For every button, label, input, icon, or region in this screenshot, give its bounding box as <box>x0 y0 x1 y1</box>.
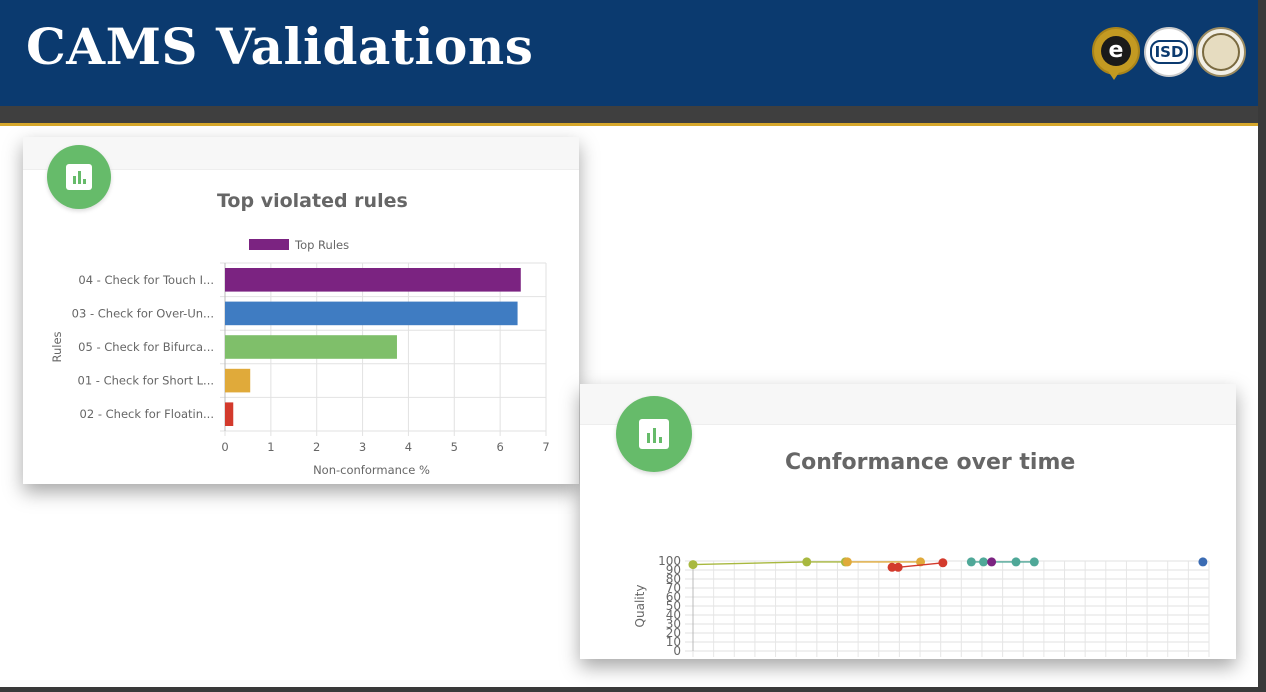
bar <box>225 268 521 292</box>
y-axis-label: Quality <box>633 585 647 628</box>
x-tick-label: 6 <box>496 440 503 454</box>
data-point <box>893 562 903 572</box>
page-title: CAMS Validations <box>26 17 534 76</box>
chart-title: Conformance over time <box>785 450 1076 475</box>
x-tick-label: 7 <box>542 440 549 454</box>
bar <box>225 301 518 326</box>
y-tick-label: 60 <box>666 590 681 604</box>
data-point <box>688 560 698 570</box>
window-edge <box>1258 0 1266 692</box>
data-point <box>1011 557 1021 567</box>
e-logo-letter: e <box>1108 38 1124 63</box>
top-violated-rules-card: Top violated rules 0 1 2 3 4 5 6 7 04 - Check fo… <box>23 137 579 484</box>
x-tick-label: 2 <box>313 440 320 454</box>
legend-label: Top Rules <box>294 238 349 252</box>
isd-logo: ISD <box>1144 27 1194 77</box>
x-axis-label: Non-conformance % <box>313 463 430 477</box>
y-tick-label: 70 <box>666 581 681 595</box>
y-axis-label: Rules <box>50 331 64 362</box>
data-point <box>966 557 976 567</box>
category-label: 03 - Check for Over-Un... <box>72 306 214 320</box>
bar-chart-icon <box>66 164 92 190</box>
header-bar <box>0 0 1258 106</box>
e-logo-pin <box>1106 68 1122 80</box>
conformance-over-time-card: Conformance over time 0 10 20 30 40 50 60 70 80 9… <box>580 384 1236 659</box>
x-tick-label: 3 <box>359 440 366 454</box>
header-divider <box>0 106 1258 123</box>
bar <box>225 368 251 393</box>
y-tick-label: 50 <box>666 599 681 613</box>
county-seal-logo <box>1196 27 1246 77</box>
data-point <box>802 557 812 567</box>
data-point <box>1029 557 1039 567</box>
y-tick-label: 30 <box>666 617 681 631</box>
bar-chart-icon <box>639 419 669 449</box>
data-point <box>1198 557 1208 567</box>
seal-ring <box>1202 33 1240 71</box>
y-tick-label: 0 <box>673 644 681 658</box>
x-tick-label: 0 <box>221 440 228 454</box>
isd-logo-text: ISD <box>1149 40 1189 64</box>
data-point <box>979 557 989 567</box>
category-label: 04 - Check for Touch I... <box>78 273 214 287</box>
x-tick-label: 1 <box>267 440 274 454</box>
category-label: 02 - Check for Floatin... <box>80 407 214 421</box>
data-point <box>938 558 948 568</box>
card-badge <box>47 145 111 209</box>
y-tick-label: 10 <box>666 635 681 649</box>
y-tick-label: 20 <box>666 626 681 640</box>
accent-line <box>0 123 1258 126</box>
x-tick-label: 4 <box>405 440 412 454</box>
x-tick-label: 5 <box>451 440 458 454</box>
data-point <box>842 557 852 567</box>
chart-title: Top violated rules <box>217 190 408 212</box>
category-label: 05 - Check for Bifurca... <box>78 340 214 354</box>
data-point <box>987 557 997 567</box>
legend-swatch <box>249 239 289 250</box>
y-tick-label: 40 <box>666 608 681 622</box>
y-tick-label: 90 <box>666 563 681 577</box>
bar <box>225 335 397 359</box>
category-label: 01 - Check for Short L... <box>78 374 214 388</box>
bar-chart: 0 1 2 3 4 5 6 7 04 - Check for Touch I... 03 - Ch… <box>50 238 550 477</box>
bottom-edge <box>0 687 1258 692</box>
y-tick-label: 80 <box>666 572 681 586</box>
card-header <box>23 137 579 170</box>
card-badge <box>616 396 692 472</box>
e-logo: e <box>1092 27 1140 75</box>
series-line <box>692 561 846 566</box>
bar <box>225 402 234 426</box>
card-header <box>580 384 1236 425</box>
y-tick-label: 100 <box>658 554 681 568</box>
